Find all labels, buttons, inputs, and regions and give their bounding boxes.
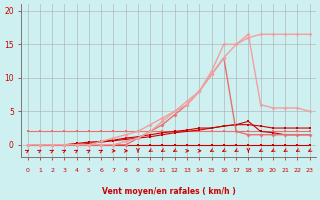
X-axis label: Vent moyen/en rafales ( km/h ): Vent moyen/en rafales ( km/h ) bbox=[102, 187, 236, 196]
